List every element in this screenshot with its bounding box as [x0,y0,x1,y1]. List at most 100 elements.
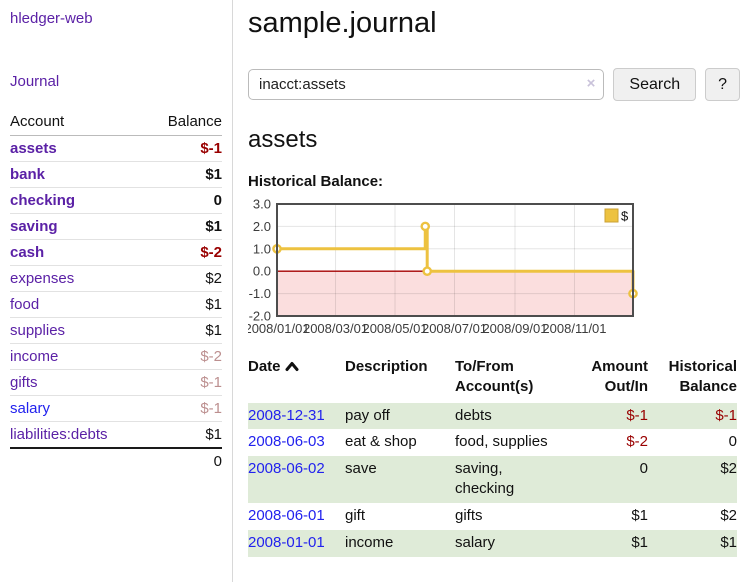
transaction-description: save [345,460,377,478]
account-row-checking: checking 0 [10,187,222,214]
accounts-header-balance: Balance [146,111,222,136]
register-header-balance: Historical Balance [668,358,737,396]
accounts-tree: Account Balance assets $-1 bank $1 check… [10,111,222,474]
register-header-accounts: To/From Account(s) [455,358,534,396]
transaction-balance: $-1 [715,406,737,424]
account-row-liabilities-debts: liabilities:debts $1 [10,421,222,449]
svg-text:1.0: 1.0 [253,241,271,256]
account-balance: $1 [146,291,222,318]
svg-text:2008/07/01: 2008/07/01 [422,321,487,336]
transaction-balance: 0 [728,433,737,451]
app-brand-link[interactable]: hledger-web [10,10,93,27]
svg-text:2008/03/01: 2008/03/01 [303,321,368,336]
transaction-accounts: salary [455,534,496,552]
svg-text:2008/05/01: 2008/05/01 [362,321,427,336]
account-row-income: income $-2 [10,343,222,370]
accounts-total-row: 0 [10,447,222,474]
svg-text:0.0: 0.0 [253,264,271,279]
help-button[interactable]: ? [705,68,740,101]
register-header-amount: Amount Out/In [591,358,648,396]
transaction-date-link[interactable]: 2008-06-01 [248,507,325,525]
account-link-checking[interactable]: checking [10,192,76,209]
register-row: 2008-06-02 save saving, checking 0 $2 [248,456,737,504]
search-box: × [248,69,605,100]
page-title: sample.journal [248,7,437,39]
register-row: 2008-06-03 eat & shop food, supplies $-2… [248,429,737,456]
account-balance: $-1 [146,395,222,422]
account-balance: $-2 [146,343,222,370]
account-balance: $1 [146,161,222,188]
account-row-gifts: gifts $-1 [10,369,222,396]
account-row-saving: saving $1 [10,213,222,240]
account-link-expenses[interactable]: expenses [10,270,75,287]
transaction-accounts: gifts [455,507,483,525]
transaction-amount: $-2 [626,433,648,451]
account-link-cash[interactable]: cash [10,244,45,261]
chart-title: Historical Balance: [248,173,384,190]
account-link-bank[interactable]: bank [10,166,46,183]
search-input[interactable] [248,69,605,100]
account-balance: $-1 [146,135,222,162]
account-balance: 0 [146,187,222,214]
transaction-amount: $1 [631,507,648,525]
account-row-supplies: supplies $1 [10,317,222,344]
register-row: 2008-01-01 income salary $1 $1 [248,530,737,558]
transaction-accounts: food, supplies [455,433,548,451]
account-balance: $1 [146,317,222,344]
transaction-accounts: saving, checking [455,460,515,498]
account-row-food: food $1 [10,291,222,318]
account-row-salary: salary $-1 [10,395,222,422]
svg-text:-2.0: -2.0 [249,309,271,324]
account-link-food[interactable]: food [10,296,40,313]
accounts-total-value: 0 [146,447,222,474]
account-link-salary[interactable]: salary [10,400,51,417]
register-header-date[interactable]: Date [248,354,345,403]
account-row-bank: bank $1 [10,161,222,188]
svg-text:2.0: 2.0 [253,219,271,234]
account-link-liabilities-debts[interactable]: liabilities:debts [10,426,108,443]
register-header-row: Date Description To/From Account(s) Amou… [248,354,737,403]
search-form: × Search ? [248,68,740,101]
register-table: Date Description To/From Account(s) Amou… [248,354,737,558]
account-balance: $-1 [146,369,222,396]
historical-balance-chart: 3.0 2.0 1.0 0.0 -1.0 -2.02008/01/012008/03/01… [248,197,638,336]
account-link-saving[interactable]: saving [10,218,58,235]
transaction-accounts: debts [455,406,492,424]
search-button[interactable]: Search [613,68,697,101]
transaction-description: eat & shop [345,433,417,451]
account-row-cash: cash $-2 [10,239,222,266]
transaction-balance: $2 [720,460,737,478]
accounts-header-account: Account [10,111,147,136]
transaction-date-link[interactable]: 2008-06-02 [248,460,325,478]
account-balance: $1 [146,421,222,449]
transaction-date-link[interactable]: 2008-12-31 [248,406,325,424]
transaction-description: pay off [345,406,390,424]
register-row: 2008-12-31 pay off debts $-1 $-1 [248,402,737,430]
main-content: sample.journal × Search ? assets Histori… [248,0,740,558]
transaction-balance: $1 [720,534,737,552]
accounts-header-row: Account Balance [10,111,222,136]
transaction-description: gift [345,507,366,525]
svg-text:2008/09/01: 2008/09/01 [482,321,547,336]
transaction-description: income [345,534,394,552]
account-link-income[interactable]: income [10,348,59,365]
sidebar: hledger-web Journal Account Balance asse… [0,0,233,582]
date-header-label: Date [248,358,281,375]
clear-search-icon[interactable]: × [586,75,596,92]
sort-ascending-icon [285,359,299,376]
account-link-gifts[interactable]: gifts [10,374,38,391]
account-link-supplies[interactable]: supplies [10,322,66,339]
svg-text:3.0: 3.0 [253,197,271,212]
transaction-amount: 0 [639,460,648,478]
transaction-date-link[interactable]: 2008-01-01 [248,534,325,552]
transaction-date-link[interactable]: 2008-06-03 [248,433,325,451]
account-heading: assets [248,126,318,153]
account-row-expenses: expenses $2 [10,265,222,292]
account-link-assets[interactable]: assets [10,140,57,157]
nav-journal-link[interactable]: Journal [10,73,60,90]
transaction-balance: $2 [720,507,737,525]
transaction-amount: $1 [631,534,648,552]
transaction-amount: $-1 [626,406,648,424]
account-balance: $-2 [146,239,222,266]
svg-text:-1.0: -1.0 [249,286,271,301]
